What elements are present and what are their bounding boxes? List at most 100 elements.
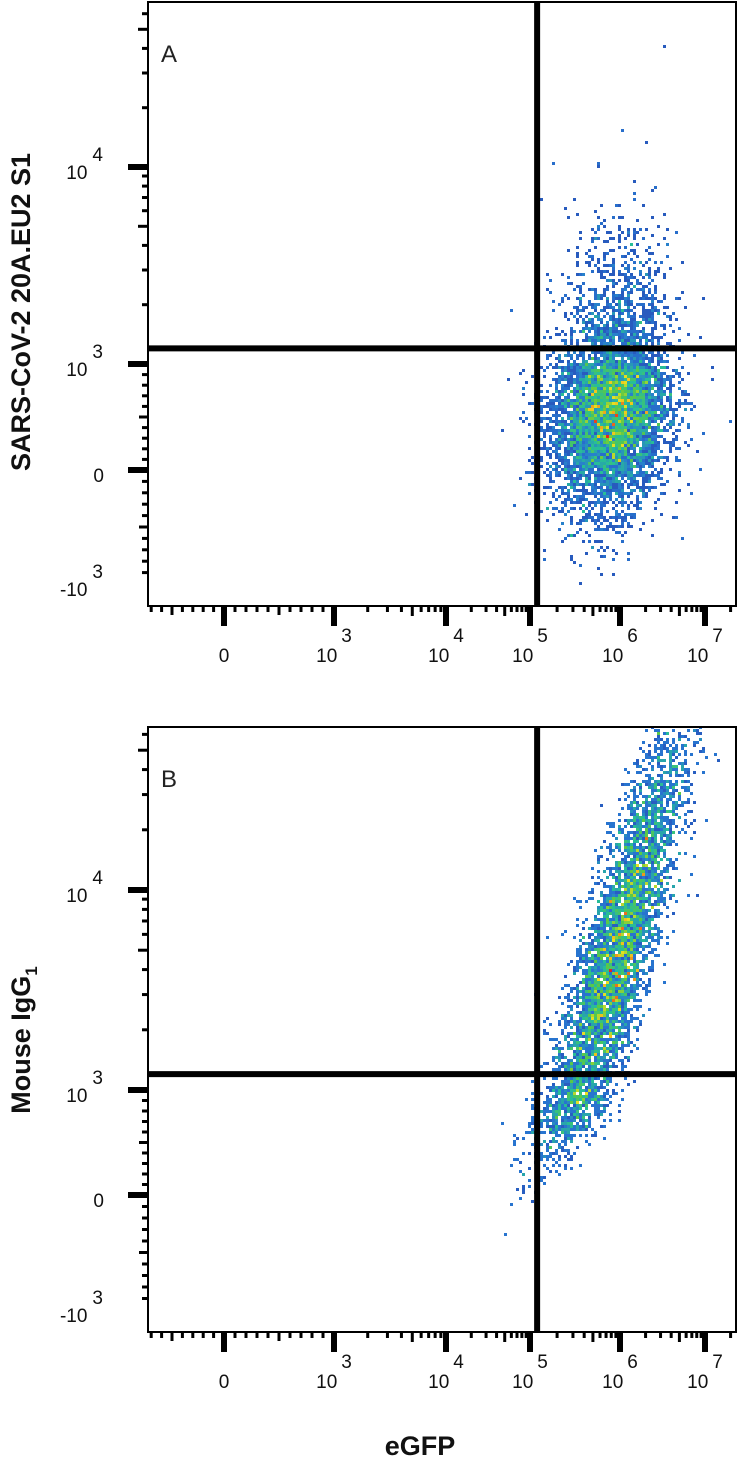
density-bin — [624, 246, 627, 249]
density-bin — [516, 1137, 519, 1140]
density-bin — [627, 444, 630, 447]
density-bin — [573, 1002, 576, 1005]
density-bin — [588, 450, 591, 453]
density-bin — [633, 870, 636, 873]
density-bin — [597, 1056, 600, 1059]
density-bin — [669, 420, 672, 423]
density-bin — [606, 981, 609, 984]
density-bin — [669, 819, 672, 822]
density-bin — [633, 762, 636, 765]
density-bin — [612, 465, 615, 468]
density-bin — [612, 888, 615, 891]
density-bin — [603, 528, 606, 531]
density-bin — [612, 354, 615, 357]
density-bin — [624, 288, 627, 291]
density-bin — [648, 417, 651, 420]
density-bin — [627, 849, 630, 852]
density-bin — [546, 453, 549, 456]
density-bin — [549, 1119, 552, 1122]
density-bin — [606, 1047, 609, 1050]
density-bin — [615, 909, 618, 912]
density-bin — [624, 450, 627, 453]
density-bin — [609, 822, 612, 825]
density-bin — [630, 462, 633, 465]
density-bin — [612, 423, 615, 426]
density-bin — [645, 495, 648, 498]
density-bin — [591, 399, 594, 402]
density-bin — [681, 762, 684, 765]
density-bin — [573, 306, 576, 309]
density-bin — [540, 1152, 543, 1155]
density-bin — [621, 471, 624, 474]
density-bin — [594, 1029, 597, 1032]
x-axis-tick — [299, 606, 303, 612]
density-bin — [594, 984, 597, 987]
density-bin — [546, 1125, 549, 1128]
density-bin — [618, 297, 621, 300]
density-bin — [585, 468, 588, 471]
density-bin — [621, 366, 624, 369]
density-bin — [612, 822, 615, 825]
density-bin — [597, 948, 600, 951]
density-bin — [639, 783, 642, 786]
density-bin — [552, 402, 555, 405]
density-bin — [606, 462, 609, 465]
density-bin — [627, 429, 630, 432]
density-bin — [630, 948, 633, 951]
density-bin — [615, 1014, 618, 1017]
density-bin — [639, 360, 642, 363]
density-bin — [585, 438, 588, 441]
density-bin — [636, 939, 639, 942]
density-bin — [636, 888, 639, 891]
density-bin — [672, 894, 675, 897]
density-bin — [606, 924, 609, 927]
density-bin — [609, 894, 612, 897]
density-bin — [657, 405, 660, 408]
density-bin — [630, 291, 633, 294]
density-bin — [645, 411, 648, 414]
density-bin — [576, 264, 579, 267]
density-bin — [621, 861, 624, 864]
y-axis-tick — [139, 415, 148, 419]
density-bin — [612, 366, 615, 369]
density-bin — [648, 423, 651, 426]
density-bin — [615, 1041, 618, 1044]
y-axis-tick — [142, 426, 148, 430]
density-bin — [594, 1032, 597, 1035]
density-bin — [648, 363, 651, 366]
density-bin — [627, 270, 630, 273]
density-bin — [633, 864, 636, 867]
density-bin — [576, 405, 579, 408]
density-bin — [561, 1029, 564, 1032]
density-bin — [591, 393, 594, 396]
density-bin — [636, 897, 639, 900]
density-bin — [561, 1149, 564, 1152]
density-bin — [576, 1122, 579, 1125]
density-bin — [651, 399, 654, 402]
density-bin — [612, 486, 615, 489]
density-bin — [654, 327, 657, 330]
density-bin — [573, 315, 576, 318]
density-bin — [570, 384, 573, 387]
density-bin — [651, 948, 654, 951]
density-bin — [600, 405, 603, 408]
density-bin — [585, 1053, 588, 1056]
density-bin — [576, 318, 579, 321]
density-bin — [639, 849, 642, 852]
density-bin — [684, 789, 687, 792]
density-bin — [633, 429, 636, 432]
density-bin — [597, 963, 600, 966]
density-bin — [606, 972, 609, 975]
density-bin — [630, 381, 633, 384]
density-bin — [567, 1065, 570, 1068]
density-bin — [588, 1065, 591, 1068]
density-bin — [639, 453, 642, 456]
density-bin — [606, 1032, 609, 1035]
density-bin — [624, 309, 627, 312]
density-bin — [597, 360, 600, 363]
density-bin — [618, 921, 621, 924]
density-bin — [654, 786, 657, 789]
density-bin — [618, 294, 621, 297]
density-bin — [654, 747, 657, 750]
density-bin — [639, 420, 642, 423]
